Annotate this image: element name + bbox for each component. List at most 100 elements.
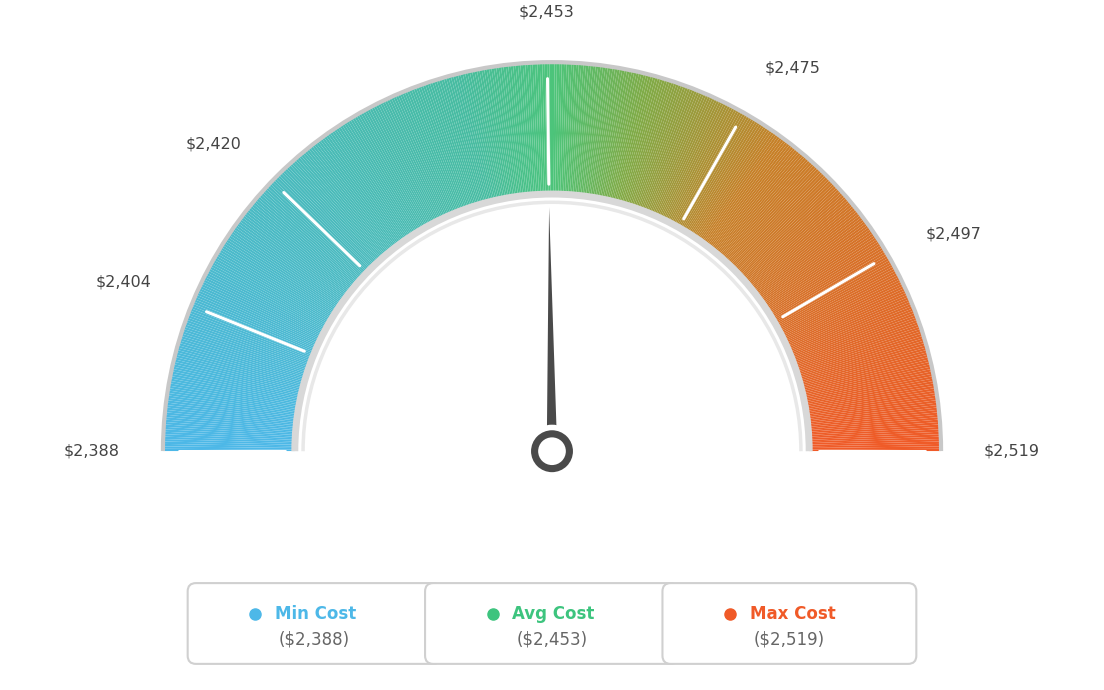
- Wedge shape: [750, 204, 853, 288]
- Wedge shape: [800, 350, 928, 386]
- Wedge shape: [566, 63, 576, 195]
- Wedge shape: [304, 150, 390, 253]
- Wedge shape: [805, 381, 935, 406]
- Text: $2,519: $2,519: [984, 444, 1040, 459]
- Wedge shape: [415, 86, 464, 210]
- Wedge shape: [411, 88, 460, 212]
- Wedge shape: [544, 62, 549, 194]
- Wedge shape: [168, 386, 298, 409]
- Wedge shape: [346, 120, 417, 233]
- Wedge shape: [776, 259, 892, 326]
- Wedge shape: [220, 247, 333, 317]
- Wedge shape: [180, 335, 307, 376]
- Wedge shape: [655, 94, 709, 216]
- Polygon shape: [546, 207, 558, 451]
- Wedge shape: [171, 371, 300, 400]
- Wedge shape: [725, 164, 817, 263]
- Wedge shape: [192, 302, 315, 353]
- Wedge shape: [802, 357, 930, 391]
- Text: $2,497: $2,497: [925, 226, 981, 242]
- Wedge shape: [698, 131, 775, 240]
- Text: ($2,519): ($2,519): [754, 631, 825, 649]
- Wedge shape: [446, 77, 484, 204]
- Wedge shape: [267, 185, 364, 277]
- Wedge shape: [310, 146, 393, 250]
- Wedge shape: [197, 290, 318, 346]
- Wedge shape: [144, 451, 960, 690]
- Wedge shape: [702, 135, 781, 243]
- Wedge shape: [314, 142, 395, 248]
- Wedge shape: [798, 340, 925, 380]
- Wedge shape: [569, 63, 578, 195]
- Wedge shape: [782, 277, 901, 337]
- Wedge shape: [173, 362, 301, 393]
- Wedge shape: [686, 119, 756, 233]
- Wedge shape: [767, 239, 879, 312]
- Wedge shape: [362, 110, 428, 226]
- Wedge shape: [195, 293, 317, 348]
- Wedge shape: [183, 326, 308, 371]
- Wedge shape: [602, 70, 629, 199]
- Wedge shape: [645, 88, 696, 212]
- Wedge shape: [278, 172, 372, 268]
- Wedge shape: [623, 77, 660, 204]
- Wedge shape: [333, 128, 408, 239]
- Wedge shape: [166, 402, 297, 421]
- Wedge shape: [598, 68, 625, 199]
- Wedge shape: [343, 121, 415, 234]
- Wedge shape: [676, 110, 742, 226]
- Wedge shape: [804, 368, 933, 398]
- Wedge shape: [455, 74, 489, 202]
- Wedge shape: [550, 62, 552, 194]
- Wedge shape: [733, 175, 827, 269]
- Wedge shape: [540, 62, 545, 194]
- Wedge shape: [552, 62, 554, 194]
- Wedge shape: [323, 135, 402, 243]
- Wedge shape: [781, 273, 899, 335]
- Wedge shape: [487, 68, 510, 198]
- Circle shape: [528, 428, 576, 475]
- Wedge shape: [326, 134, 403, 242]
- Wedge shape: [391, 96, 447, 217]
- Wedge shape: [699, 132, 777, 241]
- Wedge shape: [293, 159, 382, 259]
- Wedge shape: [265, 187, 363, 277]
- Wedge shape: [809, 439, 941, 445]
- Wedge shape: [214, 255, 330, 323]
- Wedge shape: [418, 85, 465, 210]
- Wedge shape: [357, 114, 424, 229]
- Wedge shape: [718, 153, 804, 255]
- Wedge shape: [227, 235, 339, 309]
- Wedge shape: [404, 90, 456, 213]
- Wedge shape: [170, 373, 300, 402]
- Wedge shape: [796, 326, 921, 371]
- Wedge shape: [798, 338, 925, 378]
- Wedge shape: [295, 194, 809, 451]
- Wedge shape: [746, 196, 847, 284]
- Wedge shape: [808, 420, 940, 432]
- Wedge shape: [720, 156, 807, 257]
- Wedge shape: [583, 65, 601, 196]
- Wedge shape: [442, 77, 480, 205]
- Wedge shape: [246, 209, 351, 293]
- Wedge shape: [773, 251, 887, 320]
- Wedge shape: [631, 81, 675, 207]
- Wedge shape: [735, 178, 830, 272]
- Wedge shape: [170, 376, 299, 403]
- Wedge shape: [809, 432, 941, 440]
- Wedge shape: [177, 347, 304, 384]
- Wedge shape: [319, 138, 400, 245]
- Wedge shape: [756, 215, 862, 296]
- Wedge shape: [612, 72, 644, 201]
- Wedge shape: [287, 164, 379, 263]
- Wedge shape: [169, 381, 299, 406]
- Wedge shape: [595, 68, 620, 198]
- Wedge shape: [647, 90, 698, 213]
- Wedge shape: [199, 286, 319, 343]
- Wedge shape: [556, 62, 562, 194]
- Wedge shape: [640, 86, 689, 210]
- Wedge shape: [774, 253, 888, 322]
- Wedge shape: [163, 434, 295, 442]
- Wedge shape: [724, 163, 815, 262]
- Wedge shape: [164, 417, 296, 431]
